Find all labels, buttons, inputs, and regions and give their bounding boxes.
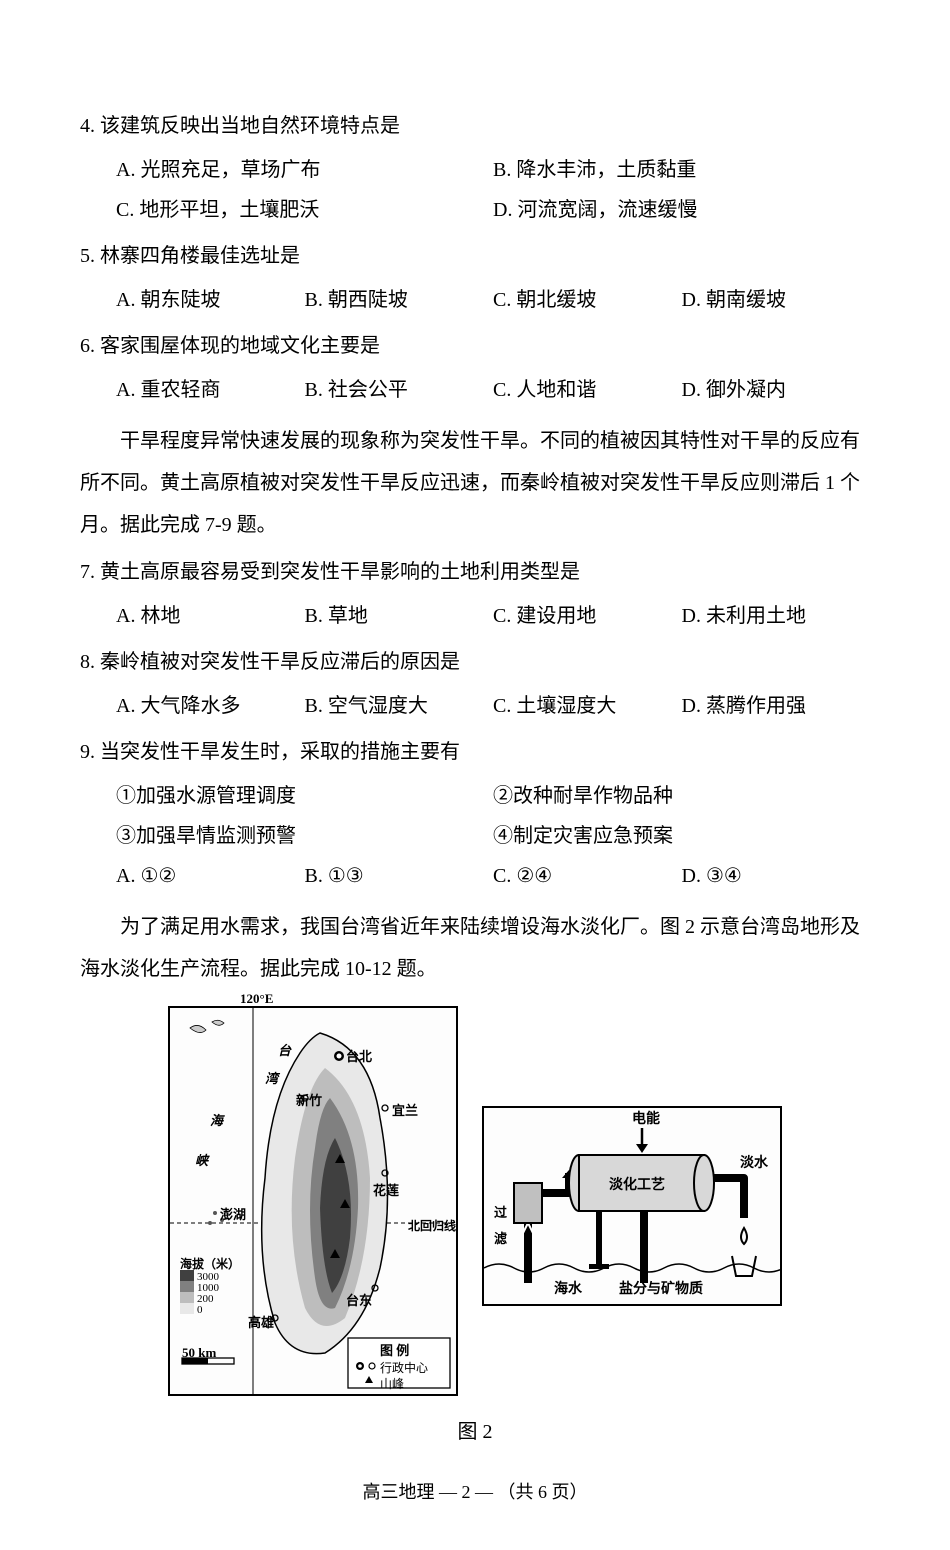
city-hualian: 花莲 <box>373 1178 399 1204</box>
q9-opt-a: A. ①② <box>116 856 305 896</box>
q7-opt-d: D. 未利用土地 <box>682 596 871 636</box>
q6-options: A. 重农轻商 B. 社会公平 C. 人地和谐 D. 御外凝内 <box>80 370 870 410</box>
q9-item-4: ④制定灾害应急预案 <box>493 816 870 856</box>
q6-text: 客家围屋体现的地域文化主要是 <box>100 335 380 357</box>
q7-number: 7. <box>80 561 95 583</box>
strait-label-2: 湾 <box>265 1066 278 1092</box>
q6-opt-d: D. 御外凝内 <box>682 370 871 410</box>
q4-opt-d: D. 河流宽阔，流速缓慢 <box>493 190 870 230</box>
q5-opt-c: C. 朝北缓坡 <box>493 280 682 320</box>
q9-number: 9. <box>80 741 95 763</box>
q8-opt-c: C. 土壤湿度大 <box>493 686 682 726</box>
q5-options: A. 朝东陡坡 B. 朝西陡坡 C. 朝北缓坡 D. 朝南缓坡 <box>80 280 870 320</box>
q5-opt-b: B. 朝西陡坡 <box>305 280 494 320</box>
q6-opt-b: B. 社会公平 <box>305 370 494 410</box>
q9-text: 当突发性干旱发生时，采取的措施主要有 <box>100 741 460 763</box>
strait-label-4: 峡 <box>195 1148 208 1174</box>
q7-opt-a: A. 林地 <box>116 596 305 636</box>
city-gaoxiong: 高雄 <box>248 1310 274 1336</box>
q9-stem: 9. 当突发性干旱发生时，采取的措施主要有 <box>80 732 870 772</box>
q8-options: A. 大气降水多 B. 空气湿度大 C. 土壤湿度大 D. 蒸腾作用强 <box>80 686 870 726</box>
island-penghu: 澎湖 <box>220 1202 246 1228</box>
city-taidong: 台东 <box>346 1288 372 1314</box>
scale-label: 50 km <box>182 1340 216 1366</box>
taiwan-map: 120°E <box>168 1006 458 1396</box>
q5-opt-a: A. 朝东陡坡 <box>116 280 305 320</box>
q9-opt-d: D. ③④ <box>682 856 871 896</box>
q7-opt-c: C. 建设用地 <box>493 596 682 636</box>
label-filter: 过 滤 <box>494 1200 507 1252</box>
exam-page: 4. 该建筑反映出当地自然环境特点是 A. 光照充足，草场广布 B. 降水丰沛，… <box>0 0 950 1550</box>
passage-taiwan: 为了满足用水需求，我国台湾省近年来陆续增设海水淡化厂。图 2 示意台湾岛地形及海… <box>80 906 870 990</box>
city-taipei: 台北 <box>346 1044 372 1070</box>
q6-opt-c: C. 人地和谐 <box>493 370 682 410</box>
q9-item-2: ②改种耐旱作物品种 <box>493 776 870 816</box>
q5-opt-d: D. 朝南缓坡 <box>682 280 871 320</box>
figure-2-caption: 图 2 <box>80 1412 870 1452</box>
q4-options: A. 光照充足，草场广布 B. 降水丰沛，土质黏重 C. 地形平坦，土壤肥沃 D… <box>80 150 870 230</box>
strait-label-3: 海 <box>210 1108 223 1134</box>
elev-0: 0 <box>197 1299 203 1321</box>
q4-number: 4. <box>80 115 95 137</box>
q9-item-3: ③加强旱情监测预警 <box>116 816 493 856</box>
q7-options: A. 林地 B. 草地 C. 建设用地 D. 未利用土地 <box>80 596 870 636</box>
q7-text: 黄土高原最容易受到突发性干旱影响的土地利用类型是 <box>100 561 580 583</box>
q8-opt-a: A. 大气降水多 <box>116 686 305 726</box>
q9-item-1: ①加强水源管理调度 <box>116 776 493 816</box>
desalination-diagram: 电能 淡水 淡化工艺 过 滤 海水 盐分与矿物质 <box>482 1106 782 1306</box>
page-footer: 高三地理 — 2 — （共 6 页） <box>80 1474 870 1510</box>
q5-number: 5. <box>80 245 95 267</box>
passage-drought: 干旱程度异常快速发展的现象称为突发性干旱。不同的植被因其特性对干旱的反应有所不同… <box>80 420 870 546</box>
q6-opt-a: A. 重农轻商 <box>116 370 305 410</box>
q9-opt-c: C. ②④ <box>493 856 682 896</box>
q8-opt-d: D. 蒸腾作用强 <box>682 686 871 726</box>
q9-options: A. ①② B. ①③ C. ②④ D. ③④ <box>80 856 870 896</box>
q4-text: 该建筑反映出当地自然环境特点是 <box>100 115 400 137</box>
q7-opt-b: B. 草地 <box>305 596 494 636</box>
q7-stem: 7. 黄土高原最容易受到突发性干旱影响的土地利用类型是 <box>80 552 870 592</box>
q6-stem: 6. 客家围屋体现的地域文化主要是 <box>80 326 870 366</box>
label-fresh: 淡水 <box>740 1150 768 1178</box>
city-yilan: 宜兰 <box>392 1098 418 1124</box>
q8-number: 8. <box>80 651 95 673</box>
tropic-label: 北回归线 <box>408 1214 456 1238</box>
q9-items: ①加强水源管理调度 ②改种耐旱作物品种 ③加强旱情监测预警 ④制定灾害应急预案 <box>80 776 870 856</box>
q4-opt-c: C. 地形平坦，土壤肥沃 <box>116 190 493 230</box>
q8-opt-b: B. 空气湿度大 <box>305 686 494 726</box>
strait-label-1: 台 <box>278 1038 291 1064</box>
q5-text: 林寨四角楼最佳选址是 <box>100 245 300 267</box>
label-brine: 盐分与矿物质 <box>619 1276 703 1304</box>
q8-text: 秦岭植被对突发性干旱反应滞后的原因是 <box>100 651 460 673</box>
q9-opt-b: B. ①③ <box>305 856 494 896</box>
legend-peak: 山峰 <box>380 1372 404 1396</box>
q4-stem: 4. 该建筑反映出当地自然环境特点是 <box>80 106 870 146</box>
city-xinzhu: 新竹 <box>296 1088 322 1114</box>
label-process: 淡化工艺 <box>609 1172 665 1200</box>
longitude-label: 120°E <box>240 986 273 1012</box>
label-electric: 电能 <box>632 1106 660 1134</box>
q4-opt-b: B. 降水丰沛，土质黏重 <box>493 150 870 190</box>
label-seawater: 海水 <box>554 1276 582 1304</box>
q8-stem: 8. 秦岭植被对突发性干旱反应滞后的原因是 <box>80 642 870 682</box>
figure-2: 120°E <box>80 1006 870 1396</box>
q5-stem: 5. 林寨四角楼最佳选址是 <box>80 236 870 276</box>
q4-opt-a: A. 光照充足，草场广布 <box>116 150 493 190</box>
q6-number: 6. <box>80 335 95 357</box>
